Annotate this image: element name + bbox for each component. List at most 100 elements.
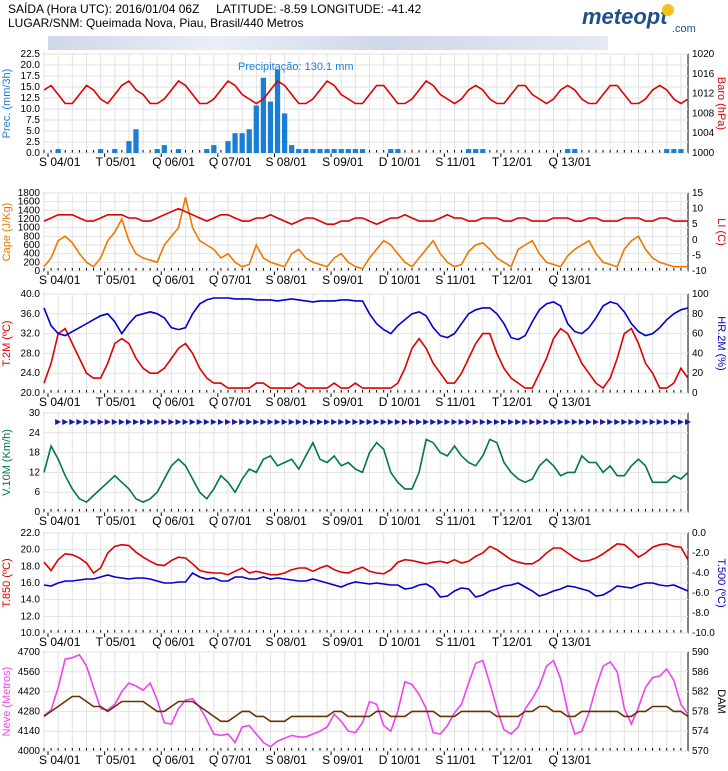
precip-bar (465, 149, 472, 153)
wind-direction-marker (614, 419, 621, 425)
x-day-label: T 12/01 (492, 753, 533, 767)
x-day-label: Q 06/01 (152, 155, 195, 169)
x-day-label: S 11/01 (435, 635, 476, 649)
x-day-label: Q 07/01 (209, 514, 252, 528)
y-tick-left: 20.0 (21, 60, 41, 71)
x-day-label: T 12/01 (492, 635, 533, 649)
panel-2: S 04/01 T 05/01 Q 06/01 Q 07/01 S 08/01 S 09/… (1, 188, 727, 287)
y-axis-label-left: T.850 (ºC) (1, 558, 13, 607)
wind-direction-marker (274, 419, 281, 425)
y-tick-left: 4420 (18, 687, 41, 698)
x-day-label: S 04/01 (39, 514, 81, 528)
wind-direction-marker (430, 419, 437, 425)
x-day-label: S 09/01 (322, 753, 364, 767)
y-axis-label-left: Prec. (mm/3h) (1, 69, 13, 139)
header-output-time-coords: SAÍDA (Hora UTC): 2016/01/04 06Z LATITUD… (8, 2, 422, 16)
precip-bar (154, 149, 160, 153)
wind-direction-marker (111, 419, 118, 425)
wind-direction-marker (670, 419, 677, 425)
wind-direction-marker (104, 419, 111, 425)
y-tick-left: 1600 (18, 197, 41, 208)
x-day-label: Q 07/01 (209, 395, 252, 409)
meteopt-logo[interactable]: meteopt .com (578, 0, 724, 36)
wind-direction-marker (578, 419, 585, 425)
wind-direction-marker (585, 419, 592, 425)
precip-bar (239, 133, 245, 153)
wind-direction-marker (352, 419, 359, 425)
wind-direction-marker (486, 419, 493, 425)
y-tick-left: 30 (29, 408, 41, 419)
precip-bar (395, 149, 401, 153)
x-day-label: S 04/01 (39, 155, 81, 169)
y-tick-left: 200 (23, 257, 40, 268)
panel-3: S 04/01 T 05/01 Q 06/01 Q 07/01 S 08/01 S 09/… (1, 289, 727, 409)
wind-direction-marker (97, 419, 104, 425)
y-tick-right: 20 (692, 368, 704, 379)
wind-direction-marker (232, 419, 239, 425)
x-day-label: S 04/01 (39, 395, 81, 409)
wind-direction-marker (628, 419, 635, 425)
precip-bar (671, 149, 677, 153)
precip-bar (664, 149, 670, 153)
precip-bar (281, 113, 288, 153)
y-tick-left: 36.0 (21, 309, 41, 320)
wind-direction-marker (593, 419, 599, 425)
wind-direction-marker (423, 419, 430, 425)
precip-bar (97, 149, 104, 153)
wind-direction-marker (621, 419, 628, 425)
precip-bar (473, 149, 479, 153)
wind-direction-marker (345, 419, 352, 425)
wind-direction-marker (338, 419, 345, 425)
x-day-label: S 09/01 (322, 635, 364, 649)
wind-direction-marker (373, 419, 380, 425)
wind-direction-marker (203, 419, 210, 425)
wind-direction-marker (118, 419, 125, 425)
wind-direction-marker (288, 419, 295, 425)
precip-bar (352, 149, 359, 153)
x-day-label: Q 06/01 (152, 514, 195, 528)
wind-direction-marker (677, 419, 684, 425)
t850-line (43, 542, 689, 576)
x-day-label: S 09/01 (322, 155, 364, 169)
x-day-label: Q 13/01 (549, 155, 592, 169)
x-day-label: Q 07/01 (209, 635, 252, 649)
y-axis-label-left: V.10M (Km/h) (1, 429, 13, 496)
x-day-label: S 11/01 (435, 753, 476, 767)
wind-direction-marker (90, 419, 97, 425)
precip-bar (260, 77, 267, 153)
y-tick-left: 24 (29, 428, 41, 439)
panel-5: S 04/01 T 05/01 Q 06/01 Q 07/01 S 08/01 S 09/… (1, 528, 727, 649)
wind-direction-marker (260, 419, 267, 425)
t500-line (43, 571, 689, 598)
y-axis-label-left: T.2M (ºC) (1, 320, 13, 366)
wind-direction-marker (550, 419, 557, 425)
x-day-label: S 08/01 (265, 273, 307, 287)
precip-bar (161, 145, 167, 153)
y-tick-left: 4560 (18, 667, 41, 678)
wind-direction-marker (451, 419, 458, 425)
y-axis-label-right: HR.2M (%) (715, 316, 727, 370)
y-tick-left: 20.0 (21, 388, 41, 399)
x-day-label: Q 07/01 (209, 155, 252, 169)
y-tick-right: -10 (692, 266, 707, 277)
y-axis-label-right: Baro (hPa) (715, 77, 727, 130)
y-tick-left: 1400 (18, 205, 41, 216)
precip-total-annotation: Precipitação: 130.1 mm (238, 61, 354, 73)
wind-direction-marker (302, 419, 309, 425)
y-tick-left: 10.0 (21, 104, 41, 115)
wind-direction-marker (69, 419, 76, 425)
wind-direction-marker (656, 419, 663, 425)
y-tick-left: 14.0 (21, 595, 41, 606)
precip-bar (572, 149, 578, 153)
wind-direction-marker (253, 419, 260, 425)
y-tick-left: 10.0 (21, 628, 41, 639)
y-tick-left: 6 (34, 487, 40, 498)
wind-direction-marker (210, 419, 217, 425)
precip-bar (133, 129, 139, 153)
precip-bar (55, 149, 61, 153)
wind-direction-marker (663, 419, 670, 425)
cape-line (43, 197, 688, 270)
header-banner-stripe (48, 36, 608, 50)
x-day-label: T 05/01 (96, 635, 137, 649)
y-tick-left: 0 (34, 266, 40, 277)
